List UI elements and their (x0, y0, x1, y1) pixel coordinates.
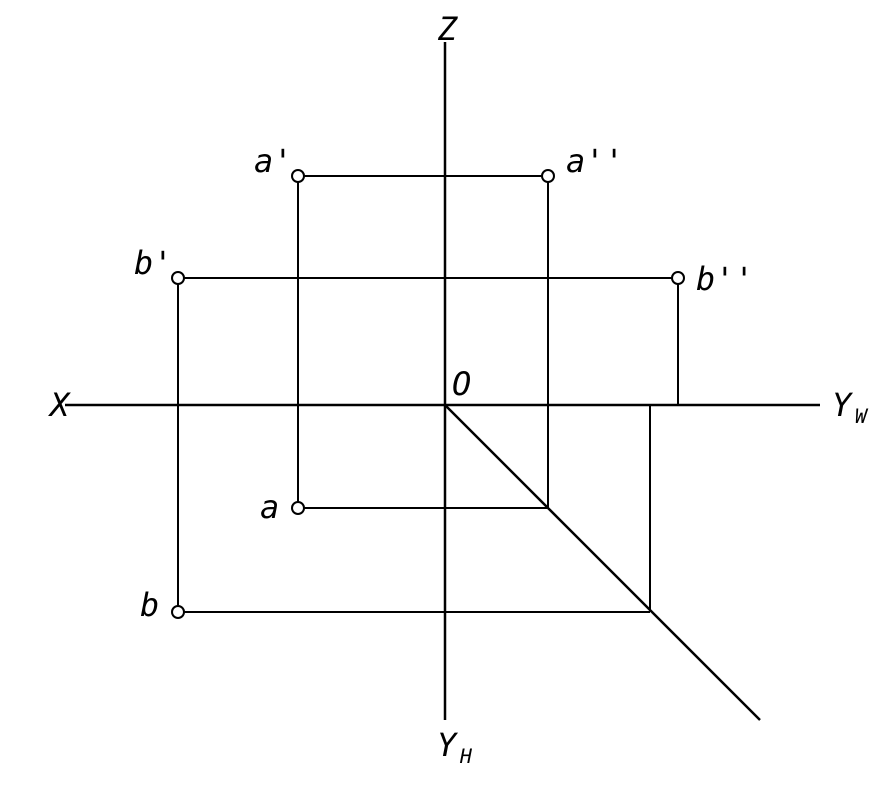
label-YH-sub: H (459, 745, 473, 768)
point-a (292, 502, 304, 514)
axis-diag (445, 405, 760, 720)
label-YW-sub: W (855, 405, 869, 428)
construction-lines (178, 176, 678, 612)
label-O: O (452, 365, 471, 403)
label-a_prime: a' (254, 142, 293, 180)
projection-diagram: ZYHXYWOa'a''b'b''ab (0, 0, 890, 786)
label-b_prime: b' (134, 244, 173, 282)
label-b: b (140, 586, 159, 624)
label-Z: Z (437, 10, 458, 48)
label-b_dprime: b'' (696, 260, 754, 298)
point-b (172, 606, 184, 618)
label-a: a (260, 488, 279, 526)
point-b_prime (172, 272, 184, 284)
label-X: X (48, 386, 71, 424)
label-YH: Y (437, 726, 459, 764)
label-YW: Y (832, 386, 854, 424)
label-a_dprime: a'' (566, 142, 624, 180)
labels: ZYHXYWOa'a''b'b''ab (48, 10, 869, 768)
points (172, 170, 684, 618)
point-a_dprime (542, 170, 554, 182)
point-a_prime (292, 170, 304, 182)
point-b_dprime (672, 272, 684, 284)
